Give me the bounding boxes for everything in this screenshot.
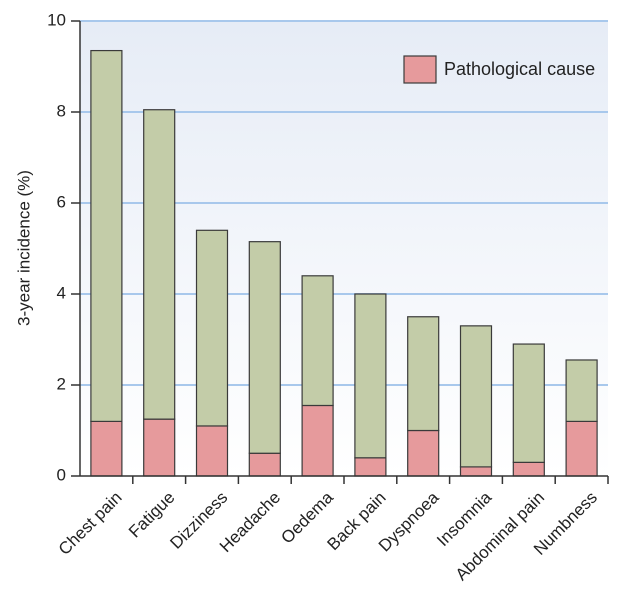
bars: [90, 49, 598, 477]
bar-chest-pain-other: [90, 49, 123, 423]
bar-dizziness-other: [195, 229, 229, 427]
bar-fatigue-pathological-cause: [143, 418, 176, 477]
y-tick-label-8: 8: [57, 101, 66, 120]
bar-fatigue-other: [143, 109, 176, 420]
x-category-labels: Chest pain FatigueDizzinessHeadacheOedema…: [55, 476, 609, 584]
bar-chest-pain-pathological-cause: [90, 420, 123, 477]
x-category-label-fatigue: Fatigue: [125, 488, 179, 542]
bar-abdominal-pain-pathological-cause: [512, 461, 545, 477]
bar-back-pain-pathological-cause: [354, 457, 387, 477]
bar-oedema-pathological-cause: [301, 404, 334, 477]
x-category-label-chest-pain: Chest pain: [55, 488, 126, 559]
bar-headache-other: [248, 241, 281, 454]
bar-numbness-pathological-cause: [565, 420, 598, 477]
y-tick-label-4: 4: [57, 283, 66, 302]
bar-back-pain-other: [354, 293, 387, 459]
y-ticks: 0 2 4 6 8 10: [47, 10, 80, 484]
y-tick-label-10: 10: [47, 10, 66, 29]
bar-headache-pathological-cause: [248, 452, 281, 477]
bar-dizziness-pathological-cause: [195, 425, 229, 477]
y-axis-title: 3-year incidence (%): [14, 170, 33, 326]
bar-dyspnoea-pathological-cause: [407, 429, 440, 477]
y-tick-label-6: 6: [57, 192, 66, 211]
legend-swatch-pathological-cause: [403, 55, 437, 84]
legend: Pathological cause: [403, 55, 595, 84]
bar-dyspnoea-other: [407, 316, 440, 432]
legend-label-pathological-cause: Pathological cause: [444, 59, 595, 79]
bar-insomnia-pathological-cause: [459, 466, 493, 477]
y-tick-label-2: 2: [57, 374, 66, 393]
bar-oedema-other: [301, 275, 334, 407]
bar-numbness-other: [565, 359, 598, 423]
bar-insomnia-other: [459, 325, 493, 468]
bar-abdominal-pain-other: [512, 343, 545, 463]
y-tick-label-0: 0: [57, 465, 66, 484]
